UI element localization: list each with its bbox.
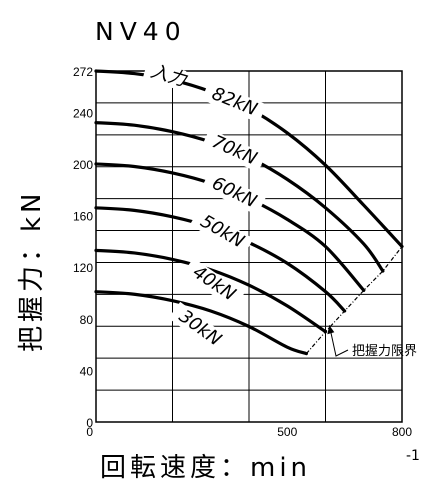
series-label-group-3: 50kN: [189, 207, 254, 256]
chart-title: NV40: [95, 17, 187, 46]
series-label-mask: [201, 128, 267, 173]
series-label-0: 82kN: [209, 83, 260, 120]
limit-leader: [328, 325, 349, 357]
x-tick-label: 800: [392, 425, 412, 439]
limit-line: [305, 246, 403, 355]
y-tick-label: 200: [73, 158, 93, 172]
series-label-group-2: 60kN: [201, 170, 266, 216]
y-tick-label: 0: [86, 416, 93, 430]
x-axis-label-superscript: -1: [406, 448, 420, 464]
series-label-3: 50kN: [197, 211, 248, 253]
input-prefix-label: 入力: [148, 61, 190, 92]
series-label-4: 40kN: [189, 262, 240, 306]
tick-labels: 0 40 80 120 160 200 240 272 0 500 800: [73, 65, 412, 439]
x-tick-label: 0: [86, 425, 93, 439]
grid: [95, 70, 403, 423]
y-tick-label: 272: [73, 65, 93, 79]
series-label-mask: [201, 170, 266, 216]
y-tick-label: 120: [73, 261, 93, 275]
series-label-mask: [168, 301, 231, 355]
series-label-2: 60kN: [209, 173, 260, 212]
y-tick-label: 240: [73, 106, 93, 120]
y-tick-label: 80: [80, 313, 94, 327]
input-prefix-group: 入力: [142, 60, 190, 92]
x-tick-label: 500: [277, 425, 297, 439]
limit-line-group: 把握力限界: [305, 246, 417, 359]
series-label-1: 70kN: [209, 131, 260, 169]
series-label-mask: [182, 257, 245, 310]
y-axis-label: 把握力：kN: [17, 189, 47, 352]
input-prefix-mask: [142, 60, 187, 91]
series-label-mask: [201, 81, 267, 123]
series-label-mask: [189, 207, 254, 256]
series-label-group-0: 82kN: [201, 81, 267, 123]
y-tick-label: 160: [73, 210, 93, 224]
series-curve-5: [94, 290, 308, 356]
limit-line-label: 把握力限界: [352, 344, 417, 359]
x-axis-label: 回転速度：min: [100, 453, 311, 483]
y-tick-label: 40: [80, 364, 94, 378]
series-label-group-4: 40kN: [182, 257, 245, 310]
limit-leader-arrowhead: [327, 325, 335, 335]
